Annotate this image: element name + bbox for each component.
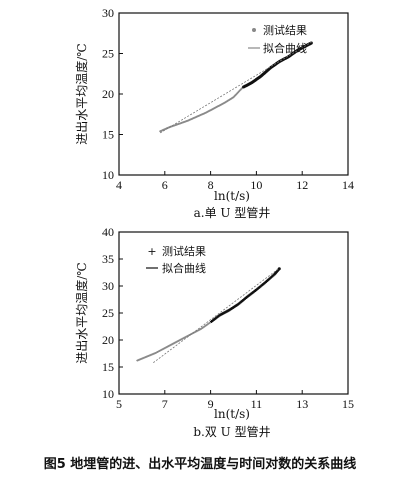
chart-a-legend-marker <box>252 28 256 32</box>
y-tick-label: 15 <box>102 128 114 142</box>
figure-caption: 图5 地埋管的进、出水平均温度与时间对数的关系曲线 <box>44 456 357 472</box>
x-tick-label: 11 <box>251 397 263 411</box>
chart-b-y-ticks: 10 15 20 25 30 35 40 <box>102 225 123 401</box>
x-tick-label: 10 <box>250 178 262 192</box>
x-tick-label: 8 <box>208 178 214 192</box>
y-tick-label: 20 <box>102 333 114 347</box>
chart-b-legend: + 测试结果 拟合曲线 <box>146 245 206 275</box>
y-tick-label: 10 <box>102 168 114 182</box>
chart-b-lines <box>153 267 280 364</box>
x-tick-label: 4 <box>116 178 122 192</box>
chart-b-legend-line-label: 拟合曲线 <box>162 261 206 275</box>
chart-a-subtitle: a.单 U 型管井 <box>194 205 271 220</box>
x-tick-label: 12 <box>296 178 308 192</box>
chart-a-lines <box>159 41 312 134</box>
y-tick-label: 15 <box>102 360 114 374</box>
y-tick-label: 20 <box>102 87 114 101</box>
data-point <box>277 267 281 271</box>
chart-a-ylabel: 进出水平均温度/℃ <box>74 43 89 144</box>
fit-line <box>153 267 280 364</box>
x-tick-label: 14 <box>342 178 354 192</box>
y-tick-label: 30 <box>102 279 114 293</box>
chart-b-legend-marker: + <box>147 245 156 258</box>
data-point <box>309 41 313 45</box>
x-tick-label: 13 <box>296 397 308 411</box>
y-tick-label: 10 <box>102 387 114 401</box>
x-tick-label: 9 <box>208 397 214 411</box>
chart-a-xlabel: ln(t/s) <box>214 189 250 203</box>
chart-a-legend-marker-label: 测试结果 <box>263 24 307 37</box>
chart-a-y-ticks: 10 15 20 25 30 <box>102 6 123 182</box>
chart-b-legend-marker-label: 测试结果 <box>162 245 206 258</box>
chart-b-points <box>136 267 281 362</box>
x-tick-label: 6 <box>162 178 168 192</box>
chart-a-legend: 测试结果 拟合曲线 <box>248 24 307 55</box>
fit-line <box>159 41 312 134</box>
chart-a-legend-line-label: 拟合曲线 <box>263 41 307 55</box>
chart-b-x-ticks: 5 7 9 11 13 15 <box>116 390 354 411</box>
x-tick-label: 15 <box>342 397 354 411</box>
chart-b-xlabel: ln(t/s) <box>214 407 250 421</box>
y-tick-label: 40 <box>102 225 114 239</box>
x-tick-label: 5 <box>116 397 122 411</box>
chart-a-points <box>159 41 313 133</box>
chart-b-subtitle: b.双 U 型管井 <box>193 424 270 439</box>
x-tick-label: 7 <box>162 397 168 411</box>
chart-b: 10 15 20 25 30 35 40 5 7 9 11 13 15 进出水平均温度/℃ ln(t/… <box>74 225 354 439</box>
y-tick-label: 25 <box>102 47 114 61</box>
y-tick-label: 35 <box>102 252 114 266</box>
chart-a-x-ticks: 4 6 8 10 12 14 <box>116 171 354 192</box>
y-tick-label: 25 <box>102 306 114 320</box>
chart-b-ylabel: 进出水平均温度/℃ <box>74 262 89 363</box>
chart-a: 10 15 20 25 30 4 6 8 10 12 14 进出水平均温度/℃ ln(t/s) a… <box>74 6 354 220</box>
y-tick-label: 30 <box>102 6 114 20</box>
chart-a-frame <box>118 12 349 176</box>
